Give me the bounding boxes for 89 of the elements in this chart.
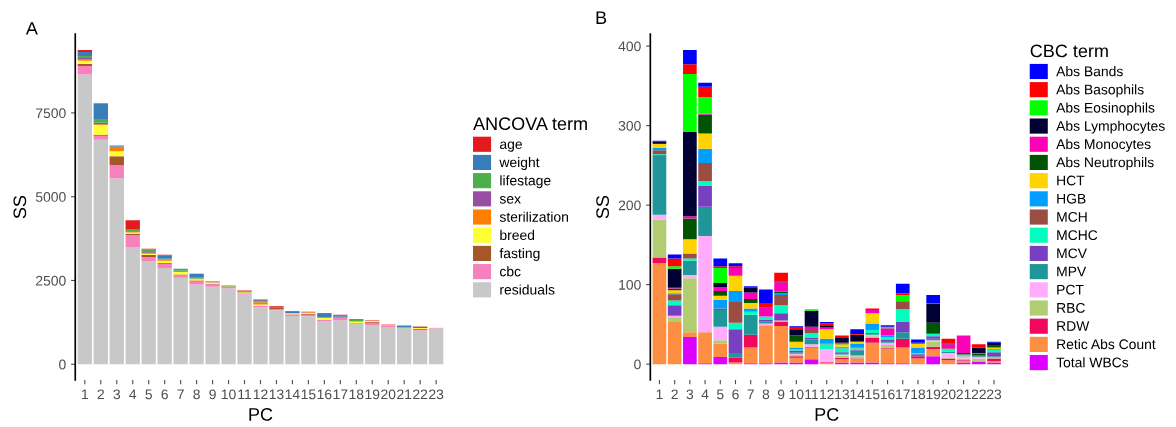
y-tick-label: 0 — [634, 359, 641, 370]
legend-label: weight — [499, 157, 540, 170]
legend-label: HGB — [1057, 193, 1086, 204]
x-tick-label: 13 — [835, 389, 850, 400]
x-tick-label: 1 — [82, 389, 89, 400]
legend-label: Abs Lymphocytes — [1056, 120, 1165, 134]
legend-label: Abs Monocytes — [1056, 138, 1151, 152]
x-tick-label: 12 — [820, 389, 834, 400]
legend-label: Abs Neutrophils — [1056, 157, 1154, 170]
legend-label: Abs Bands — [1056, 66, 1123, 77]
x-tick-label: 11 — [238, 389, 252, 400]
x-tick-label: 11 — [805, 389, 819, 400]
y-tick-label: 7500 — [36, 108, 66, 119]
x-tick-label: 12 — [253, 389, 268, 400]
x-tick-label: 8 — [193, 389, 200, 400]
x-tick-label: 17 — [896, 389, 910, 400]
y-tick-label: 400 — [618, 41, 641, 52]
legend-label: MPV — [1057, 266, 1087, 277]
legend-label: lifestage — [500, 175, 551, 189]
x-tick-label: 23 — [986, 389, 1002, 400]
legend-label: MCH — [1057, 211, 1087, 222]
x-tick-label: 21 — [397, 389, 412, 400]
x-tick-label: 5 — [716, 389, 724, 400]
x-tick-label: 14 — [285, 389, 300, 400]
x-tick-label: 6 — [732, 389, 739, 400]
x-tick-label: 9 — [777, 389, 785, 400]
x-tick-label: 13 — [269, 389, 284, 400]
x-tick-label: 17 — [333, 389, 348, 400]
x-tick-label: 20 — [941, 389, 956, 400]
x-tick-label: 18 — [349, 389, 364, 400]
legend-label: sex — [499, 196, 521, 204]
x-tick-label: 19 — [365, 389, 380, 400]
x-axis-title: PC — [815, 408, 839, 421]
legend-label: Retic Abs Count — [1057, 338, 1156, 350]
x-tick-label: 8 — [762, 389, 770, 400]
legend-label: breed — [500, 229, 535, 241]
x-tick-label: 1 — [656, 389, 663, 400]
x-tick-label: 3 — [113, 389, 121, 400]
legend-label: age — [500, 141, 522, 152]
legend-label: fasting — [499, 248, 540, 261]
x-tick-label: 5 — [145, 389, 152, 400]
legend-label: MCHC — [1057, 230, 1098, 241]
x-tick-label: 4 — [701, 389, 709, 400]
legend-label: Abs Eosinophils — [1056, 102, 1155, 116]
x-tick-label: 10 — [221, 389, 236, 400]
legend-label: sterilization — [499, 211, 568, 222]
legend-title: ANCOVA term — [473, 117, 587, 131]
x-tick-label: 9 — [209, 389, 216, 400]
x-tick-label: 23 — [429, 389, 444, 400]
y-tick-label: 200 — [618, 200, 641, 211]
y-tick-label: 0 — [59, 359, 66, 370]
legend-label: HCT — [1057, 175, 1085, 186]
y-tick-label: 2500 — [36, 275, 66, 286]
x-tick-label: 19 — [926, 389, 941, 400]
x-tick-label: 15 — [865, 389, 880, 400]
x-tick-label: 16 — [880, 389, 895, 400]
legend-title: CBC term — [1030, 44, 1108, 58]
x-tick-label: 4 — [129, 389, 137, 400]
legend-label: residuals — [500, 284, 555, 295]
legend-label: PCT — [1057, 284, 1084, 295]
x-tick-label: 6 — [161, 389, 168, 400]
y-tick-label: 5000 — [35, 192, 66, 202]
chart-title: B — [596, 11, 607, 24]
chart-title: A — [25, 22, 38, 35]
legend-label: cbc — [500, 266, 521, 277]
legend-label: RBC — [1057, 302, 1085, 313]
y-tick-label: 100 — [619, 279, 641, 290]
x-tick-label: 10 — [789, 389, 804, 400]
legend-label: MCV — [1057, 248, 1087, 259]
legend-label: RDW — [1057, 321, 1090, 331]
x-tick-label: 15 — [301, 389, 316, 400]
x-tick-label: 18 — [911, 389, 926, 400]
x-tick-label: 7 — [747, 389, 754, 400]
x-tick-label: 3 — [686, 389, 694, 400]
x-tick-label: 2 — [671, 389, 678, 400]
x-axis-title: PC — [249, 408, 273, 421]
y-axis-title: SS — [596, 195, 610, 219]
x-tick-label: 2 — [97, 389, 104, 400]
x-tick-label: 7 — [177, 389, 184, 400]
x-tick-label: 20 — [381, 389, 396, 400]
x-tick-label: 22 — [971, 389, 986, 400]
y-axis-title: SS — [13, 195, 27, 219]
y-tick-label: 300 — [618, 120, 641, 131]
x-tick-label: 16 — [317, 389, 332, 400]
legend-label: Abs Basophils — [1056, 84, 1144, 98]
x-tick-label: 22 — [413, 389, 428, 400]
x-tick-label: 14 — [850, 389, 865, 400]
x-tick-label: 21 — [956, 389, 971, 400]
legend-label: Total WBCs — [1056, 357, 1129, 368]
